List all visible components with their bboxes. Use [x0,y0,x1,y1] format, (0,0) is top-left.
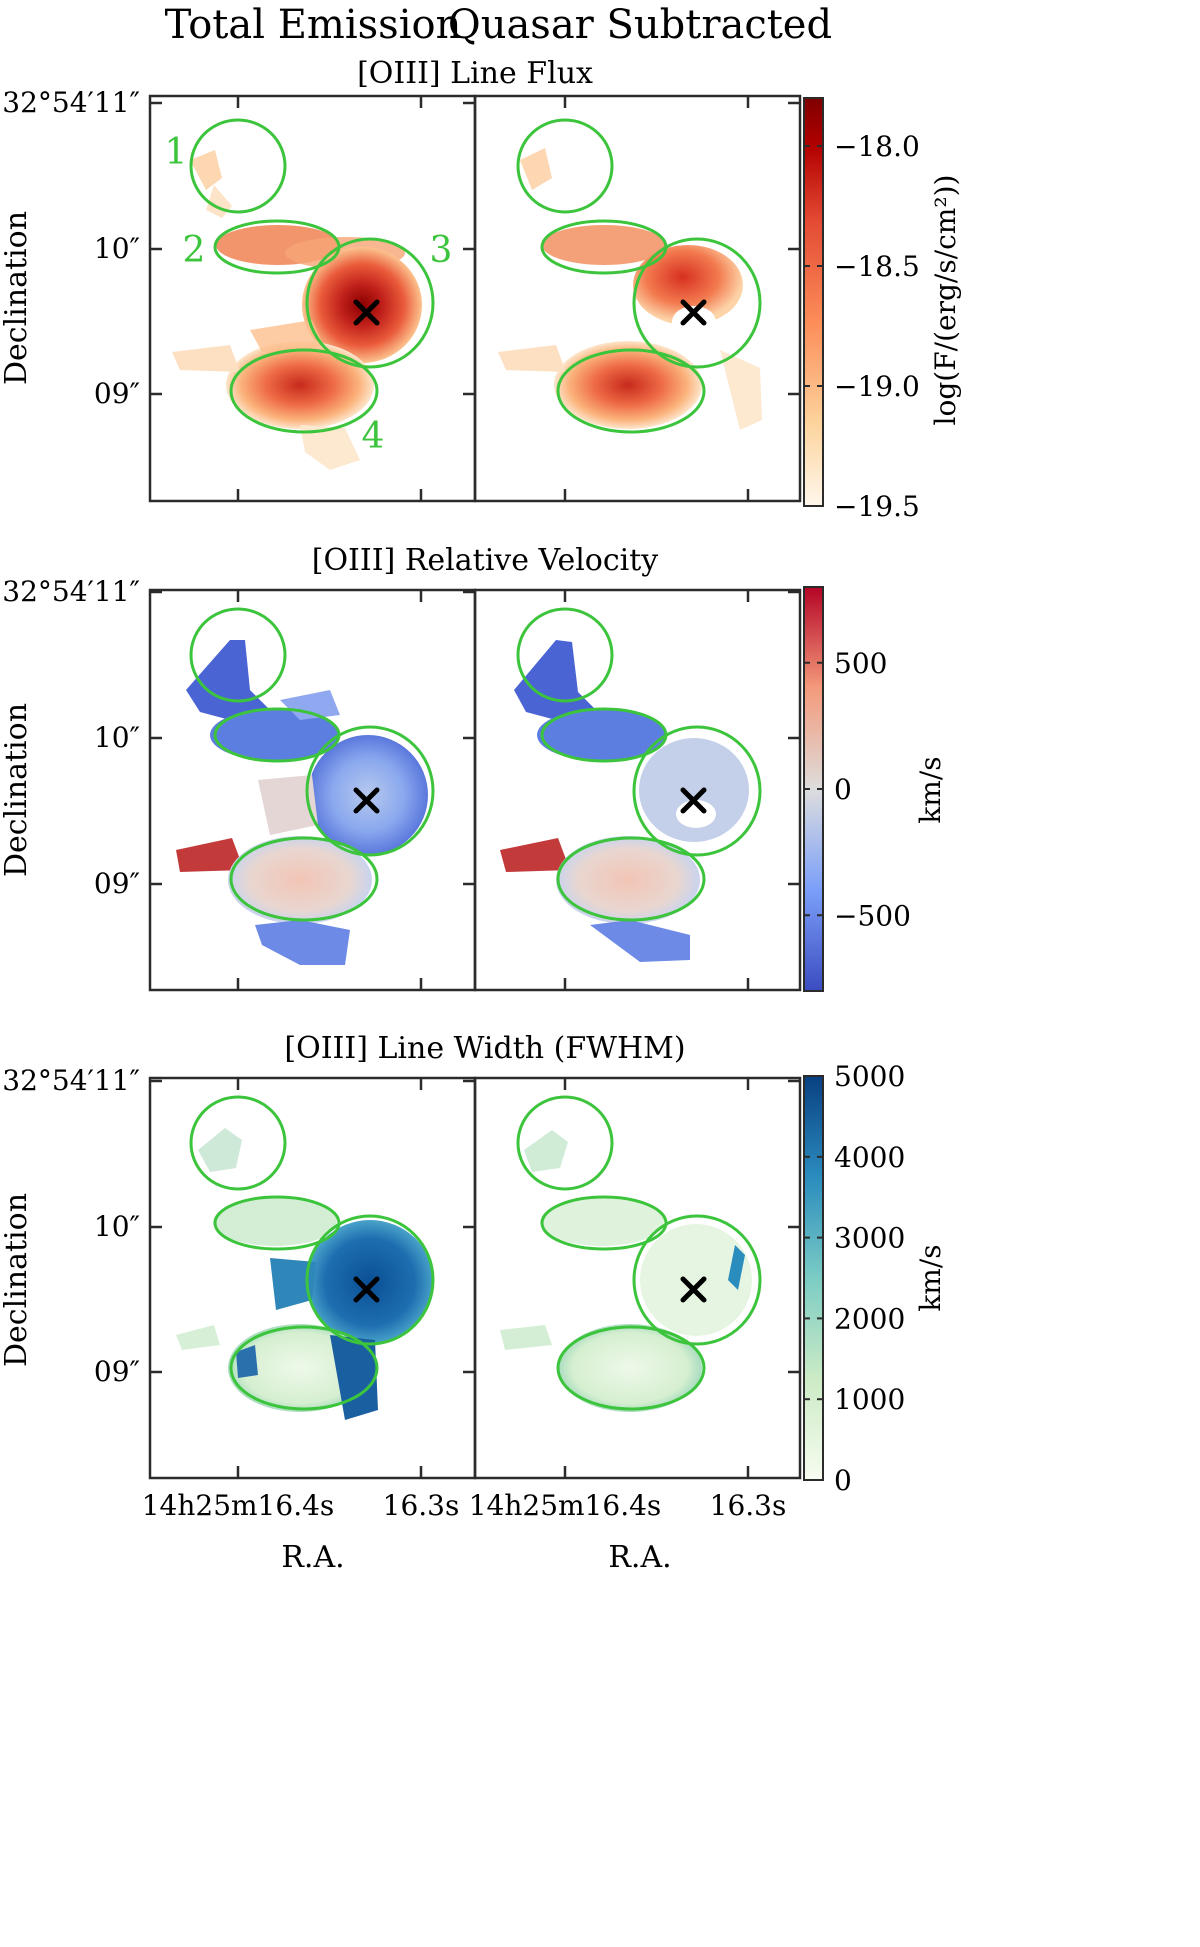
velocity-total-regions [189,607,435,922]
region-label-2: 2 [183,230,206,271]
quasar-marker-velocity-total [353,787,380,814]
dec-tick-label: 10″ [94,1210,140,1243]
region-label-3: 3 [430,230,453,271]
ra-ticks-left: 14h25m16.4s 16.3s [142,1489,460,1522]
region-label-4: 4 [362,416,385,457]
xlabel-right: R.A. [608,1540,671,1575]
region-label-1: 1 [165,132,188,173]
fwhm-subtracted-regions [516,1095,762,1411]
velocity-colorbar-label: km/s [914,756,947,823]
xlabel-left: R.A. [281,1540,344,1575]
flux-dec-ticks: 32°54′11″ 10″ 09″ [2,86,140,410]
colorbar-tick-label: 500 [834,647,887,680]
fwhm-total-regions [189,1095,435,1411]
colorbar-tick-label: −18.5 [834,250,920,283]
dec-tick-label: 09″ [94,1355,140,1388]
dec-tick-label: 09″ [94,867,140,900]
fwhm-subtracted-axes [473,1076,802,1480]
fwhm-colorbar-ticks: 5000 4000 3000 2000 1000 0 [804,1060,905,1497]
colorbar-tick-label: 5000 [834,1060,905,1093]
flux-total-map [172,150,422,470]
flux-colorbar-ticks: −18.0 −18.5 −19.0 −19.5 [804,130,920,523]
region-1-circle [189,118,287,214]
quasar-marker-flux-subtracted [680,299,707,326]
fwhm-colorbar-label: km/s [914,1244,947,1311]
velocity-dec-ticks: 32°54′11″ 10″ 09″ [2,575,140,900]
fwhm-subtracted-map [500,1130,752,1412]
colorbar-tick-label: 3000 [834,1222,905,1255]
ra-tick-label: 16.3s [710,1489,787,1522]
region-4-ellipse [229,348,379,434]
column-title-total: Total Emission [165,2,462,48]
colorbar-tick-label: 0 [834,773,852,806]
ra-ticks-right: 14h25m16.4s 16.3s [469,1489,787,1522]
colorbar-tick-label: −18.0 [834,130,920,163]
colorbar-tick-label: 1000 [834,1383,905,1416]
dec-tick-label: 10″ [94,232,140,265]
dec-tick-label: 32°54′11″ [2,86,140,119]
velocity-subtracted-regions [516,607,762,922]
flux-subtracted-regions [516,118,762,434]
flux-subtracted-axes [473,94,802,503]
dec-tick-label: 32°54′11″ [2,575,140,608]
quasar-marker-flux-total [353,299,380,326]
dec-tick-label: 32°54′11″ [2,1064,140,1097]
ra-tick-label: 16.3s [383,1489,460,1522]
velocity-subtracted-map [500,640,749,962]
quasar-marker-fwhm-total [353,1276,380,1303]
dec-tick-label: 09″ [94,377,140,410]
colorbar-tick-label: 0 [834,1464,852,1497]
row-title-flux: [OIII] Line Flux [357,56,593,91]
row-title-velocity: [OIII] Relative Velocity [312,543,659,578]
colorbar-tick-label: −19.5 [834,490,920,523]
ra-tick-label: 14h25m16.4s [142,1489,335,1522]
flux-colorbar: −18.0 −18.5 −19.0 −19.5 log(F/(erg/s/cm²)) [803,97,962,523]
ylabel-velocity: Declination [0,703,34,877]
ylabel-flux: Declination [0,211,34,385]
colorbar-tick-label: −19.0 [834,370,920,403]
ra-tick-label: 14h25m16.4s [469,1489,662,1522]
fwhm-dec-ticks: 32°54′11″ 10″ 09″ [2,1064,140,1388]
dec-tick-label: 10″ [94,721,140,754]
velocity-colorbar: 500 0 −500 km/s [803,586,947,992]
row-title-fwhm: [OIII] Line Width (FWHM) [284,1031,685,1066]
ylabel-fwhm: Declination [0,1193,34,1367]
region-3-circle [305,237,435,369]
flux-total-regions [189,118,435,434]
velocity-total-map [176,640,428,965]
flux-subtracted-map [498,148,762,430]
velocity-colorbar-ticks: 500 0 −500 [804,647,911,932]
fwhm-colorbar: 5000 4000 3000 2000 1000 0 km/s [803,1060,947,1497]
fwhm-total-map [176,1128,434,1420]
colorbar-tick-label: 2000 [834,1302,905,1335]
quasar-marker-velocity-subtracted [680,787,707,814]
velocity-subtracted-axes [473,588,802,992]
column-title-subtracted: Quasar Subtracted [448,2,832,48]
colorbar-tick-label: −500 [834,899,911,932]
flux-colorbar-label: log(F/(erg/s/cm²)) [929,175,962,426]
colorbar-tick-label: 4000 [834,1141,905,1174]
quasar-marker-fwhm-subtracted [680,1276,707,1303]
